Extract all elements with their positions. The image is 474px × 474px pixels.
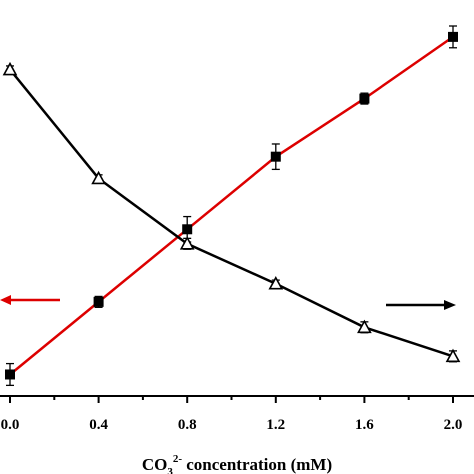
x-axis-title-suffix: concentration (mM) — [182, 455, 332, 474]
square-marker — [359, 93, 370, 104]
triangle-marker — [445, 348, 461, 363]
square-marker — [182, 224, 193, 235]
x-axis-title-prefix: CO — [142, 455, 168, 474]
square-marker — [448, 31, 458, 42]
x-tick-label: 1.2 — [266, 417, 285, 433]
x-tick-label: 0.0 — [1, 417, 20, 433]
x-axis-title-superscript: 2- — [173, 453, 183, 465]
triangle-marker — [179, 236, 195, 250]
triangle-marker — [2, 61, 18, 76]
x-tick-label: 2.0 — [444, 417, 463, 433]
triangle-marker — [91, 170, 106, 185]
annotation-arrows — [0, 295, 456, 310]
left-arrow-head — [0, 295, 11, 305]
right-arrow-head — [444, 300, 456, 310]
square-marker — [270, 151, 281, 162]
x-axis-ticks — [9, 396, 454, 403]
x-tick-label: 0.8 — [178, 417, 197, 433]
data-markers — [2, 31, 461, 380]
x-axis-title-subscript: 3 — [167, 466, 173, 474]
series-2-line — [9, 68, 454, 358]
triangle-marker — [268, 276, 284, 290]
x-axis-title: CO32- concentration (mM) — [142, 453, 332, 474]
square-marker — [5, 369, 15, 380]
x-tick-label: 0.4 — [89, 417, 108, 433]
x-tick-label: 1.6 — [355, 417, 374, 433]
square-marker — [93, 296, 104, 307]
series-lines — [9, 35, 454, 376]
triangle-marker — [357, 319, 372, 334]
series-1-line — [9, 35, 454, 376]
x-axis-tick-labels: 0.0 0.4 0.8 1.2 1.6 2.0 — [1, 417, 463, 433]
